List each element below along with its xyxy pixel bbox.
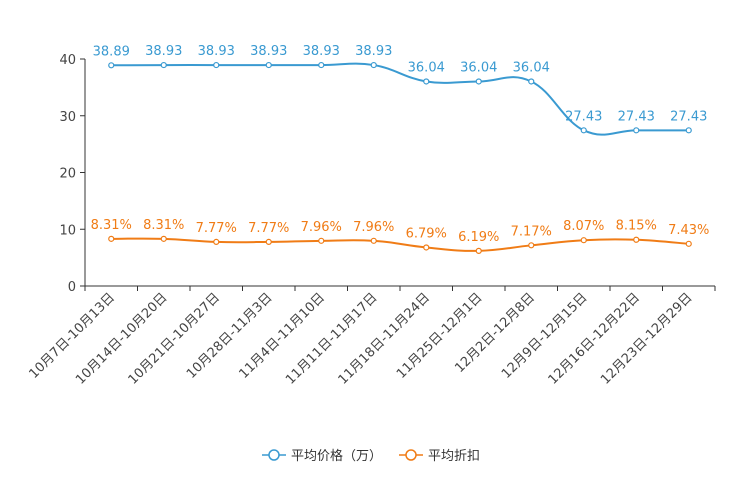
data-point[interactable] <box>633 236 640 243</box>
data-point[interactable] <box>213 61 220 69</box>
x-tick-label: 10月14日-10月20日 <box>73 290 170 387</box>
y-tick-label: 0 <box>68 280 76 295</box>
data-label: 27.43 <box>670 109 707 124</box>
data-point[interactable] <box>370 61 377 69</box>
data-point[interactable] <box>528 78 535 85</box>
data-point[interactable] <box>528 242 535 249</box>
data-point[interactable] <box>318 61 325 69</box>
data-label: 38.93 <box>145 44 182 59</box>
data-point[interactable] <box>318 237 325 244</box>
data-point[interactable] <box>265 238 272 246</box>
data-point[interactable] <box>423 244 430 251</box>
legend-marker-icon <box>405 449 417 461</box>
data-label: 36.04 <box>513 60 550 75</box>
x-tick-label: 11月11日-11月17日 <box>283 290 380 387</box>
legend-item-0[interactable]: 平均价格（万） <box>262 448 382 464</box>
data-label: 38.93 <box>198 44 235 59</box>
data-label: 38.93 <box>250 44 287 59</box>
y-tick-label: 10 <box>59 223 76 238</box>
data-point[interactable] <box>108 235 115 242</box>
series-line-0 <box>111 62 689 136</box>
data-label: 36.04 <box>408 60 445 75</box>
data-label: 38.93 <box>303 44 340 59</box>
data-label: 7.43% <box>668 223 709 238</box>
data-label: 36.04 <box>460 60 497 75</box>
legend-item-1[interactable]: 平均折扣 <box>399 449 480 464</box>
data-labels-layer: 38.89 38.93 38.93 38.93 38.93 38.93 36.04 36.04… <box>91 44 710 245</box>
x-tick-label: 12月23日-12月29日 <box>598 290 695 387</box>
data-label: 8.31% <box>143 218 184 233</box>
legend-marker-icon <box>268 449 280 461</box>
data-label: 27.43 <box>618 109 655 124</box>
data-label: 7.77% <box>248 221 289 236</box>
data-label: 38.93 <box>355 44 392 59</box>
y-tick-label: 20 <box>59 167 76 182</box>
data-point[interactable] <box>580 237 587 244</box>
data-point[interactable] <box>108 62 115 69</box>
series-layer <box>108 61 692 254</box>
data-label: 27.43 <box>565 109 602 124</box>
series-line-1 <box>111 237 689 252</box>
legend-label: 平均折扣 <box>428 449 480 464</box>
data-point[interactable] <box>423 78 430 85</box>
data-label: 38.89 <box>93 44 130 59</box>
data-label: 7.17% <box>511 224 552 239</box>
y-tick-label: 40 <box>59 53 76 68</box>
data-label: 7.96% <box>301 220 342 235</box>
data-point[interactable] <box>633 127 640 134</box>
data-point[interactable] <box>475 78 482 85</box>
data-label: 8.15% <box>616 219 657 234</box>
data-label: 8.07% <box>563 219 604 234</box>
data-point[interactable] <box>580 127 587 134</box>
x-tick-label: 10月7日-10月13日 <box>26 290 118 382</box>
x-tick-label: 11月18日-11月24日 <box>336 290 433 387</box>
legend-label: 平均价格（万） <box>291 448 382 464</box>
data-point[interactable] <box>265 61 272 69</box>
data-point[interactable] <box>213 238 220 246</box>
data-point[interactable] <box>370 237 377 244</box>
x-tick-label: 12月16日-12月22日 <box>546 290 643 387</box>
data-point[interactable] <box>475 247 482 254</box>
data-point[interactable] <box>685 240 692 247</box>
data-point[interactable] <box>160 235 167 242</box>
data-point[interactable] <box>685 127 692 134</box>
y-tick-label: 30 <box>59 110 76 125</box>
data-label: 7.77% <box>196 221 237 236</box>
data-label: 7.96% <box>353 220 394 235</box>
data-label: 6.79% <box>406 226 447 241</box>
data-label: 6.19% <box>458 230 499 245</box>
data-point[interactable] <box>160 61 167 69</box>
x-tick-label: 10月21日-10月27日 <box>126 290 223 387</box>
data-label: 8.31% <box>91 218 132 233</box>
legend[interactable]: 平均价格（万） 平均折扣 <box>262 448 480 464</box>
